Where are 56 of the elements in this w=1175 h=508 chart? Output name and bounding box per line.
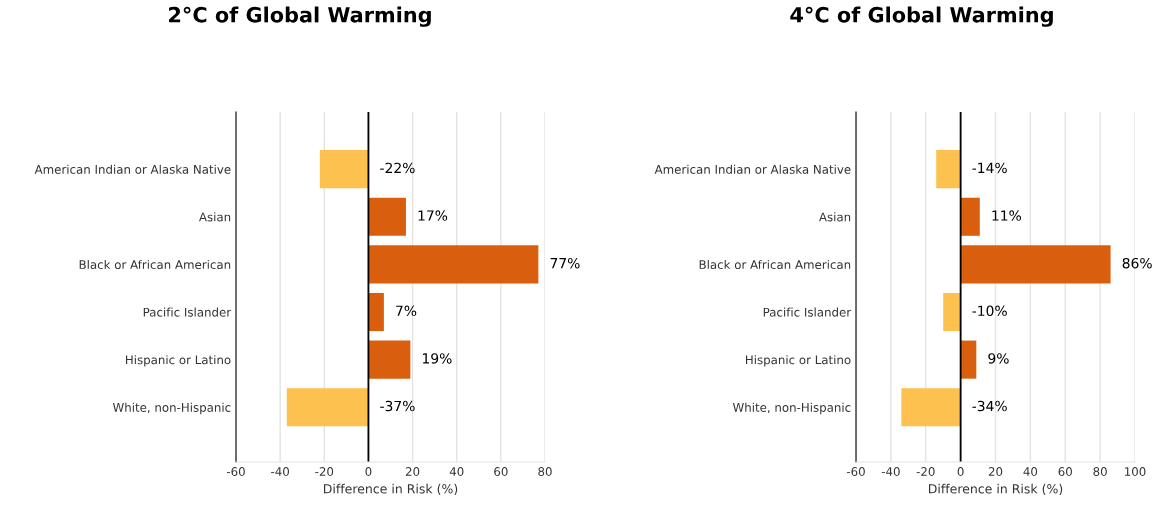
y-tick-label: White, non-Hispanic — [732, 402, 851, 415]
x-tick-label: -40 — [881, 467, 900, 476]
chart-title: 2°C of Global Warming — [169, 6, 431, 27]
x-tick-label: -60 — [226, 467, 245, 476]
data-label: 7% — [396, 305, 417, 317]
x-tick-label: -20 — [916, 467, 935, 476]
y-tick-label: American Indian or Alaska Native — [34, 164, 231, 174]
bar — [943, 292, 961, 332]
y-tick-label: Asian — [199, 212, 231, 222]
x-tick-label: 100 — [1125, 467, 1146, 476]
y-tick-label: Hispanic or Latino — [746, 355, 851, 367]
x-tick-label: -20 — [315, 467, 334, 476]
y-tick-label: Black or African American — [699, 259, 851, 270]
bar — [319, 150, 369, 189]
data-label: -22% — [380, 162, 415, 174]
data-label: 9% — [988, 353, 1009, 364]
y-tick-label: Hispanic or Latino — [126, 355, 231, 367]
data-label: -34% — [972, 400, 1007, 412]
x-tick-label: 80 — [538, 467, 552, 476]
y-tick-label: Pacific Islander — [143, 307, 232, 317]
x-tick-label: 60 — [494, 467, 508, 476]
y-tick-label: Pacific Islander — [763, 307, 852, 317]
y-tick-label: American Indian or Alaska Native — [654, 164, 851, 174]
x-tick-label: 20 — [988, 467, 1003, 476]
data-label: 11% — [992, 210, 1022, 221]
bar — [286, 388, 369, 427]
bar — [368, 292, 384, 332]
x-tick-label: 40 — [1023, 467, 1038, 476]
x-tick-label: -60 — [846, 467, 865, 476]
x-axis-title: Difference in Risk (%) — [928, 483, 1063, 495]
bar — [368, 340, 411, 379]
bar — [960, 245, 1111, 284]
bar — [936, 150, 961, 189]
bar — [368, 245, 539, 284]
data-label: 19% — [423, 353, 452, 364]
data-label: 17% — [418, 210, 448, 221]
chart-title: 4°C of Global Warming — [790, 6, 1053, 27]
y-tick-label: Black or African American — [79, 259, 231, 270]
x-tick-label: 0 — [957, 467, 964, 476]
x-tick-label: 60 — [1058, 467, 1072, 476]
data-label: -37% — [380, 400, 415, 412]
x-axis-title: Difference in Risk (%) — [323, 483, 458, 495]
data-label: 77% — [550, 257, 580, 269]
y-tick-label: White, non-Hispanic — [112, 402, 231, 415]
data-label: -10% — [972, 305, 1007, 317]
y-tick-label: Asian — [819, 212, 851, 222]
bar — [901, 388, 961, 427]
x-tick-label: 0 — [365, 467, 372, 476]
x-tick-label: 80 — [1093, 467, 1107, 476]
x-tick-label: 40 — [449, 467, 464, 476]
bar — [368, 197, 406, 236]
x-tick-label: 20 — [405, 467, 420, 476]
data-label: -14% — [972, 162, 1007, 174]
x-tick-label: -40 — [271, 467, 289, 476]
bar — [960, 197, 980, 236]
data-label: 86% — [1122, 257, 1152, 269]
